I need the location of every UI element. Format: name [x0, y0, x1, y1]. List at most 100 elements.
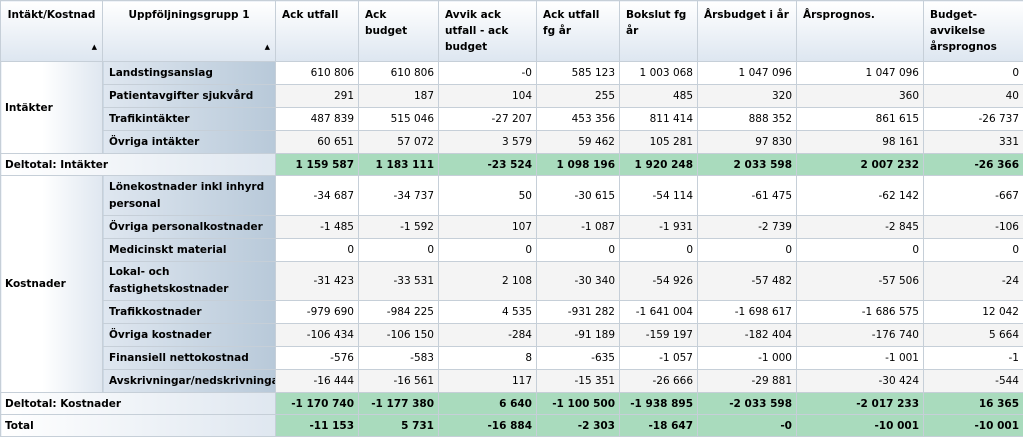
- value-cell: 0: [924, 239, 1023, 262]
- header-arsprognos[interactable]: Årsprognos.: [797, 1, 924, 62]
- value-cell: -26 737: [924, 108, 1023, 131]
- header-label: Intäkt/Kostnad: [8, 9, 96, 21]
- value-cell: 187: [359, 85, 439, 108]
- value-cell: -635: [537, 347, 620, 370]
- value-cell: -1 177 380: [359, 393, 439, 415]
- value-cell: 1 159 587: [276, 154, 359, 176]
- value-cell: -26 366: [924, 154, 1023, 176]
- value-cell: -16 884: [439, 415, 537, 437]
- header-budgetavvikelse[interactable]: Budget-avvikelse årsprognos: [924, 1, 1023, 62]
- header-ack-utfall-fg[interactable]: Ack utfall fg år: [537, 1, 620, 62]
- value-cell: 59 462: [537, 131, 620, 154]
- table-row: Övriga kostnader-106 434-106 150-284-91 …: [1, 324, 1023, 347]
- value-cell: -1 000: [698, 347, 797, 370]
- value-cell: -34 687: [276, 176, 359, 216]
- value-cell: 487 839: [276, 108, 359, 131]
- value-cell: 3 579: [439, 131, 537, 154]
- header-intakt-kostnad[interactable]: Intäkt/Kostnad ▲: [1, 1, 103, 62]
- value-cell: 1 920 248: [620, 154, 698, 176]
- value-cell: -106 434: [276, 324, 359, 347]
- sort-asc-icon[interactable]: ▲: [92, 39, 97, 55]
- value-cell: -18 647: [620, 415, 698, 437]
- value-cell: 585 123: [537, 62, 620, 85]
- value-cell: -34 737: [359, 176, 439, 216]
- value-cell: -182 404: [698, 324, 797, 347]
- value-cell: 1 183 111: [359, 154, 439, 176]
- value-cell: 8: [439, 347, 537, 370]
- total-row-label: Total: [1, 415, 276, 437]
- value-cell: -1 938 895: [620, 393, 698, 415]
- value-cell: -544: [924, 370, 1023, 393]
- value-cell: 0: [359, 239, 439, 262]
- row-label: Övriga intäkter: [103, 131, 276, 154]
- value-cell: 811 414: [620, 108, 698, 131]
- value-cell: 861 615: [797, 108, 924, 131]
- value-cell: -1 001: [797, 347, 924, 370]
- value-cell: -54 926: [620, 262, 698, 301]
- row-label: Landstingsanslag: [103, 62, 276, 85]
- value-cell: 1 047 096: [698, 62, 797, 85]
- value-cell: 105 281: [620, 131, 698, 154]
- value-cell: -984 225: [359, 301, 439, 324]
- value-cell: -2 033 598: [698, 393, 797, 415]
- value-cell: 888 352: [698, 108, 797, 131]
- value-cell: 12 042: [924, 301, 1023, 324]
- value-cell: 16 365: [924, 393, 1023, 415]
- row-label: Lönekostnader inkl inhyrd personal: [103, 176, 276, 216]
- value-cell: -54 114: [620, 176, 698, 216]
- value-cell: 610 806: [276, 62, 359, 85]
- header-avvik[interactable]: Avvik ack utfall - ack budget: [439, 1, 537, 62]
- value-cell: 5 664: [924, 324, 1023, 347]
- value-cell: 0: [924, 62, 1023, 85]
- value-cell: -2 845: [797, 216, 924, 239]
- header-arsbudget[interactable]: Årsbudget i år: [698, 1, 797, 62]
- value-cell: 2 033 598: [698, 154, 797, 176]
- value-cell: 320: [698, 85, 797, 108]
- value-cell: -1 100 500: [537, 393, 620, 415]
- header-uppfoljningsgrupp[interactable]: Uppföljningsgrupp 1▲: [103, 1, 276, 62]
- group-label-kostnader: Kostnader: [1, 176, 103, 393]
- value-cell: -2 017 233: [797, 393, 924, 415]
- header-ack-utfall[interactable]: Ack utfall: [276, 1, 359, 62]
- row-label: Medicinskt material: [103, 239, 276, 262]
- value-cell: 50: [439, 176, 537, 216]
- value-cell: 360: [797, 85, 924, 108]
- value-cell: -1 087: [537, 216, 620, 239]
- row-label: Trafikkostnader: [103, 301, 276, 324]
- row-label: Finansiell nettokostnad: [103, 347, 276, 370]
- value-cell: 107: [439, 216, 537, 239]
- value-cell: 485: [620, 85, 698, 108]
- value-cell: 331: [924, 131, 1023, 154]
- value-cell: -106 150: [359, 324, 439, 347]
- value-cell: 4 535: [439, 301, 537, 324]
- value-cell: -1 057: [620, 347, 698, 370]
- value-cell: -16 444: [276, 370, 359, 393]
- value-cell: 0: [620, 239, 698, 262]
- value-cell: -91 189: [537, 324, 620, 347]
- value-cell: -1 592: [359, 216, 439, 239]
- value-cell: 0: [537, 239, 620, 262]
- value-cell: 0: [276, 239, 359, 262]
- value-cell: -1 485: [276, 216, 359, 239]
- value-cell: -1 686 575: [797, 301, 924, 324]
- value-cell: -30 424: [797, 370, 924, 393]
- header-ack-budget[interactable]: Ack budget: [359, 1, 439, 62]
- sort-asc-icon[interactable]: ▲: [265, 39, 270, 55]
- value-cell: -0: [439, 62, 537, 85]
- value-cell: 610 806: [359, 62, 439, 85]
- header-bokslut-fg[interactable]: Bokslut fg år: [620, 1, 698, 62]
- value-cell: 117: [439, 370, 537, 393]
- row-label: Lokal- och fastighetskostnader: [103, 262, 276, 301]
- value-cell: -30 340: [537, 262, 620, 301]
- value-cell: -57 482: [698, 262, 797, 301]
- table-row: Avskrivningar/nedskrivningar-16 444-16 5…: [1, 370, 1023, 393]
- row-label: Trafikintäkter: [103, 108, 276, 131]
- value-cell: -1 641 004: [620, 301, 698, 324]
